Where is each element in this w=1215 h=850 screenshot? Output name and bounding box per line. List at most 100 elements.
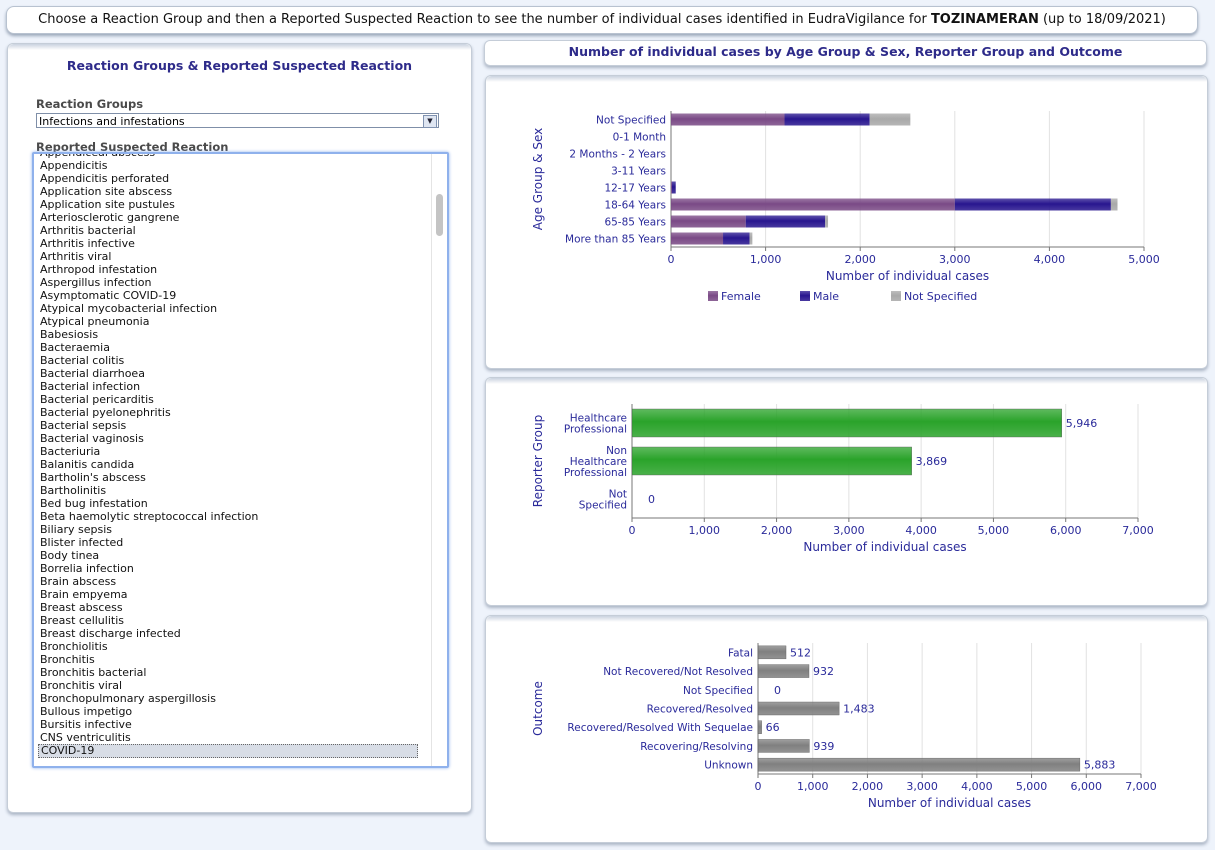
reaction-groups-select[interactable]: Infections and infestations ▼ [36,113,439,128]
data-label: 0 [648,493,655,506]
reaction-list-item[interactable]: Balanitis candida [40,458,135,471]
reaction-list-item[interactable]: Bacterial diarrhoea [40,367,145,380]
reaction-list-item[interactable]: Bacterial pericarditis [40,393,154,406]
y-category-label: 12-17 Years [604,183,666,195]
reaction-list-item[interactable]: Bacterial vaginosis [40,432,144,445]
y-category-label: Healthcare Professional [564,413,627,436]
data-label: 932 [813,665,834,678]
reported-reaction-label: Reported Suspected Reaction [36,140,229,154]
reaction-list-item[interactable]: Appendicitis perforated [40,172,170,185]
reaction-list-item[interactable]: Bursitis infective [40,718,132,731]
reaction-list-item[interactable]: Bacterial infection [40,380,141,393]
reaction-list-item[interactable]: Biliary sepsis [40,523,112,536]
reaction-list-item[interactable]: Arthropod infestation [40,263,158,276]
reaction-list-item[interactable]: Arthritis infective [40,237,135,250]
x-tick-label: 1,000 [750,253,782,266]
reaction-list-item[interactable]: Bacterial colitis [40,354,125,367]
reaction-list-item[interactable]: Aspergillus infection [40,276,152,289]
data-label: 1,483 [843,703,875,716]
y-category-label: 3-11 Years [611,166,666,178]
reaction-listbox[interactable]: Appendiceal abscess Appendicitis Appendici… [32,152,449,768]
reaction-list-item[interactable]: Appendicitis [40,159,108,172]
reaction-list-item[interactable]: Bronchopulmonary aspergillosis [40,692,216,705]
reaction-list-item[interactable]: Bacterial pyelonephritis [40,406,171,419]
reaction-list-item[interactable]: Breast discharge infected [40,627,181,640]
bar-segment [671,181,676,194]
reaction-list-item[interactable]: Breast abscess [40,601,123,614]
dropdown-arrow-icon[interactable]: ▼ [423,115,437,128]
reaction-list-item[interactable]: Bartholin's abscess [40,471,146,484]
reaction-list-item[interactable]: Bronchitis viral [40,679,123,692]
reaction-list-item[interactable]: COVID-19 [38,744,418,758]
data-label: 5,946 [1066,417,1098,430]
reaction-list-item[interactable]: Bronchiolitis [40,640,108,653]
x-tick-label: 0 [629,524,636,537]
reaction-list-item[interactable]: Bartholinitis [40,484,107,497]
x-tick-label: 1,000 [797,780,829,793]
reporter-chart-panel: 0 1,000 2,000 3,000 4,000 5,000 6,000 7,000 Heal… [485,377,1208,606]
listbox-scrollbar[interactable] [431,154,447,766]
data-label: 5,883 [1084,759,1116,772]
legend-label: Male [813,290,839,303]
x-axis-title: Number of individual cases [803,540,966,554]
reaction-list: Appendiceal abscess Appendicitis Appendici… [38,152,420,758]
y-axis-title: Age Group & Sex [531,128,545,230]
banner-product: TOZINAMERAN [930,12,1039,27]
reaction-list-item[interactable]: Atypical mycobacterial infection [40,302,218,315]
reaction-list-item[interactable]: Application site abscess [40,185,173,198]
y-category-label: Recovering/Resolving [640,741,753,753]
top-banner: Choose a Reaction Group and then a Repor… [6,6,1198,34]
reaction-list-item[interactable]: Arthritis bacterial [40,224,136,237]
scrollbar-thumb[interactable] [436,194,443,236]
reaction-list-item[interactable]: Bacterial sepsis [40,419,127,432]
y-category-label: 18-64 Years [604,200,666,212]
reaction-list-item[interactable]: Brain abscess [40,575,117,588]
y-category-label: Fatal [728,647,753,659]
reaction-list-item[interactable]: Bullous impetigo [40,705,133,718]
reaction-groups-label: Reaction Groups [36,97,144,111]
reaction-list-item[interactable]: Bacteriuria [40,445,101,458]
y-category-label: More than 85 Years [565,234,666,246]
data-label: 66 [766,721,780,734]
bar-segment [671,215,746,228]
reaction-list-item[interactable]: Blister infected [40,536,124,549]
x-tick-label: 4,000 [905,524,937,537]
x-axis-title: Number of individual cases [826,269,989,283]
reaction-list-item[interactable]: Bacteraemia [40,341,110,354]
bar-segment [671,232,724,245]
reaction-list-item[interactable]: Bronchitis bacterial [40,666,147,679]
reaction-list-item[interactable]: Bed bug infestation [40,497,148,510]
y-category-label: 65-85 Years [604,217,666,229]
reaction-list-item[interactable]: Arthritis viral [40,250,112,263]
y-category-label: 2 Months - 2 Years [569,149,666,161]
reaction-list-item[interactable]: Atypical pneumonia [40,315,150,328]
data-label: 512 [790,646,811,659]
x-tick-label: 4,000 [961,780,993,793]
right-panel-title: Number of individual cases by Age Group … [568,44,1123,59]
reaction-list-item[interactable]: Bronchitis [40,653,95,666]
reaction-list-item[interactable]: Body tinea [40,549,100,562]
reporter-group-chart: 0 1,000 2,000 3,000 4,000 5,000 6,000 7,000 Heal… [531,404,1154,554]
reaction-list-item[interactable]: Asymptomatic COVID-19 [40,289,177,302]
reaction-list-item[interactable]: Beta haemolytic streptococcal infection [40,510,259,523]
data-label: 3,869 [916,455,948,468]
bar-segment [869,113,911,126]
reaction-list-item[interactable]: Borrelia infection [40,562,134,575]
x-tick-label: 0 [755,780,762,793]
reaction-list-item[interactable]: Appendiceal abscess [40,152,156,159]
reaction-list-item[interactable]: Breast cellulitis [40,614,124,627]
legend-swatch [708,291,718,301]
reaction-list-item[interactable]: Arteriosclerotic gangrene [40,211,180,224]
reaction-list-item[interactable]: CNS ventriculitis [40,731,131,744]
x-tick-label: 5,000 [978,524,1010,537]
x-tick-label: 7,000 [1125,780,1157,793]
age-sex-chart-panel: 0 1,000 2,000 3,000 4,000 5,000 Not Specified 0… [485,75,1208,369]
y-axis-title: Reporter Group [531,415,545,507]
bar-segment [671,181,672,194]
reaction-list-item[interactable]: Application site pustules [40,198,175,211]
y-category-label: Not Specified [683,685,753,697]
bar-segment [723,232,750,245]
reaction-list-item[interactable]: Babesiosis [40,328,99,341]
bar [631,446,912,476]
reaction-list-item[interactable]: Brain empyema [40,588,128,601]
